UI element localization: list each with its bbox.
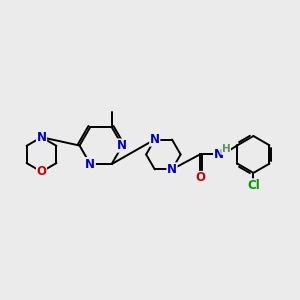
Text: O: O — [37, 165, 46, 178]
Text: H: H — [222, 144, 230, 154]
Text: N: N — [214, 148, 224, 161]
Text: N: N — [117, 139, 128, 152]
Text: O: O — [195, 171, 205, 184]
Text: N: N — [150, 133, 160, 146]
Text: N: N — [167, 163, 177, 176]
Text: Cl: Cl — [247, 179, 260, 192]
Text: N: N — [85, 158, 95, 171]
Text: N: N — [37, 131, 46, 144]
